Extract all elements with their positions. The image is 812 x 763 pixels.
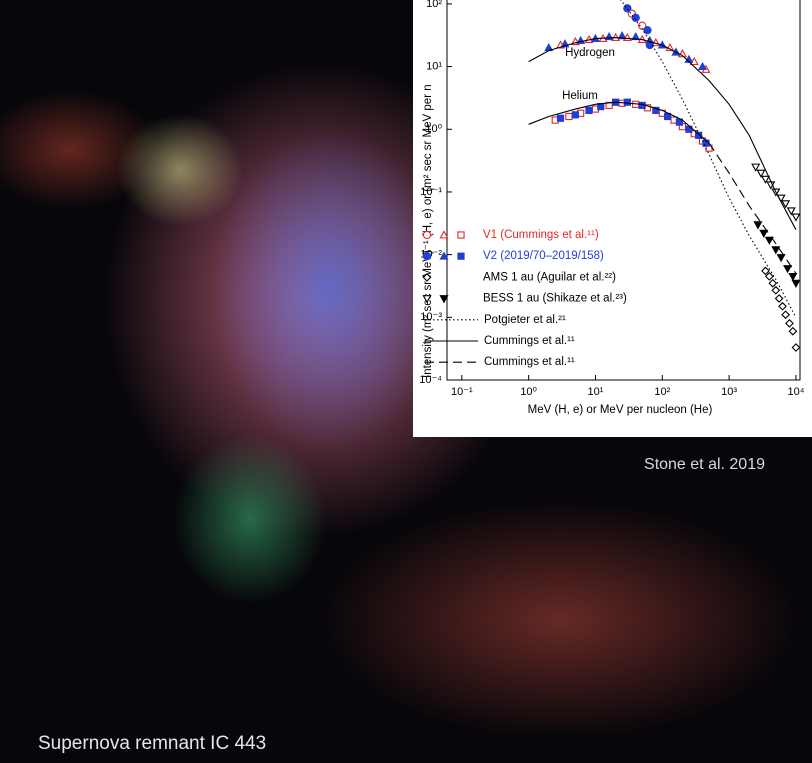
credit: Stone et al. 2019 (644, 456, 765, 473)
legend-marker (423, 253, 430, 260)
data-point (644, 27, 651, 34)
legend-label: V1 (Cummings et al.¹¹) (483, 229, 599, 241)
legend-label: BESS 1 au (Shikaze et al.²³) (483, 293, 627, 305)
y-tick-label: 10⁰ (425, 123, 442, 135)
series-annotation: Hydrogen (565, 47, 615, 59)
data-point (566, 113, 572, 119)
y-tick-label: 10⁻³ (420, 311, 442, 323)
y-tick-label: 10⁻¹ (420, 186, 442, 198)
y-tick-label: 10⁻⁴ (419, 374, 442, 386)
x-axis-label: MeV (H, e) or MeV per nucleon (He) (528, 404, 713, 416)
caption: Supernova remnant IC 443 (38, 733, 266, 754)
x-tick-label: 10⁻¹ (451, 386, 473, 398)
legend-label: Potgieter et al.²¹ (484, 314, 566, 326)
data-point (624, 99, 630, 105)
y-tick-label: 10² (426, 0, 442, 10)
figure: MeV (H, e) or MeV per nucleon (He) Inten… (0, 0, 812, 763)
legend-label: AMS 1 au (Aguilar et al.²²) (483, 271, 616, 283)
x-tick-label: 10³ (721, 386, 737, 398)
x-tick-label: 10⁴ (787, 386, 804, 398)
y-tick-label: 10¹ (426, 60, 442, 72)
x-tick-label: 10⁰ (520, 386, 537, 398)
data-point (624, 5, 631, 12)
data-point (586, 107, 592, 113)
legend-label: Cummings et al.¹¹ (484, 356, 575, 368)
data-point (632, 14, 639, 21)
legend-label: V2 (2019/70–2019/158) (483, 250, 604, 262)
data-point (572, 112, 578, 118)
chart-panel (413, 0, 812, 437)
x-tick-label: 10¹ (588, 386, 604, 398)
x-tick-label: 10² (654, 386, 670, 398)
legend-marker (423, 231, 430, 238)
series-annotation: Helium (562, 90, 598, 102)
legend-marker (458, 253, 464, 259)
data-point (557, 115, 563, 121)
legend-label: Cummings et al.¹¹ (484, 335, 575, 347)
page: MeV (H, e) or MeV per nucleon (He) Inten… (0, 0, 812, 763)
legend-marker (458, 232, 464, 238)
